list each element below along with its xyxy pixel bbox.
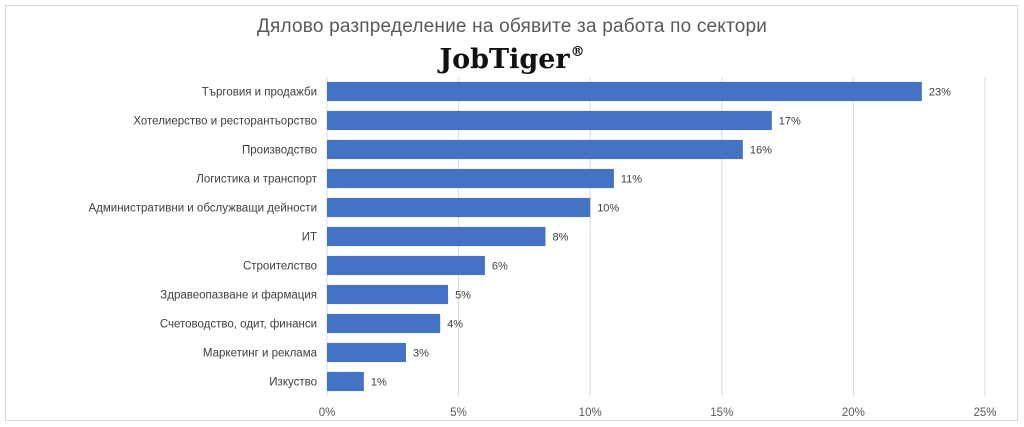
data-label: 16% — [750, 145, 772, 157]
bar — [327, 110, 772, 131]
data-label: 23% — [929, 87, 951, 99]
x-tick-label: 0% — [319, 407, 336, 419]
category-label: Хотелиерство и ресторантьорство — [133, 116, 317, 128]
category-label: Здравеопазване и фармация — [160, 290, 317, 302]
bar — [327, 197, 591, 218]
category-label: Счетоводство, одит, финанси — [160, 319, 317, 331]
x-tick-label: 25% — [973, 407, 996, 419]
data-label: 1% — [371, 377, 387, 389]
data-label: 4% — [447, 319, 463, 331]
bar — [327, 139, 743, 160]
bar — [327, 168, 614, 189]
data-label: 11% — [621, 174, 642, 186]
x-tick-label: 15% — [710, 407, 733, 419]
data-label: 17% — [779, 116, 801, 128]
x-tick-label: 20% — [842, 407, 865, 419]
bar — [327, 226, 546, 247]
bar — [327, 342, 406, 363]
x-tick-label: 10% — [579, 407, 602, 419]
chart-title: Дялово разпределение на обявите за работ… — [256, 16, 768, 37]
category-label: ИТ — [302, 232, 317, 244]
bar — [327, 313, 441, 334]
category-label: Логистика и транспорт — [196, 174, 317, 186]
category-label: Производство — [242, 145, 317, 157]
category-label: Изкуство — [269, 377, 317, 389]
category-label: Строителство — [243, 261, 317, 273]
jobtiger-logo: JobTiger® — [439, 44, 585, 75]
bar — [327, 284, 449, 305]
x-tick-label: 5% — [450, 407, 467, 419]
data-label: 6% — [492, 261, 508, 273]
category-label: Маркетинг и реклама — [203, 348, 318, 360]
data-label: 10% — [597, 203, 619, 215]
data-label: 5% — [455, 290, 471, 302]
bar — [327, 255, 485, 276]
data-label: 8% — [552, 232, 568, 244]
bar — [327, 371, 364, 392]
bar — [327, 81, 922, 102]
category-label: Търговия и продажби — [202, 87, 317, 99]
data-label: 3% — [413, 348, 429, 360]
category-label: Административни и обслужващи дейности — [89, 203, 318, 215]
